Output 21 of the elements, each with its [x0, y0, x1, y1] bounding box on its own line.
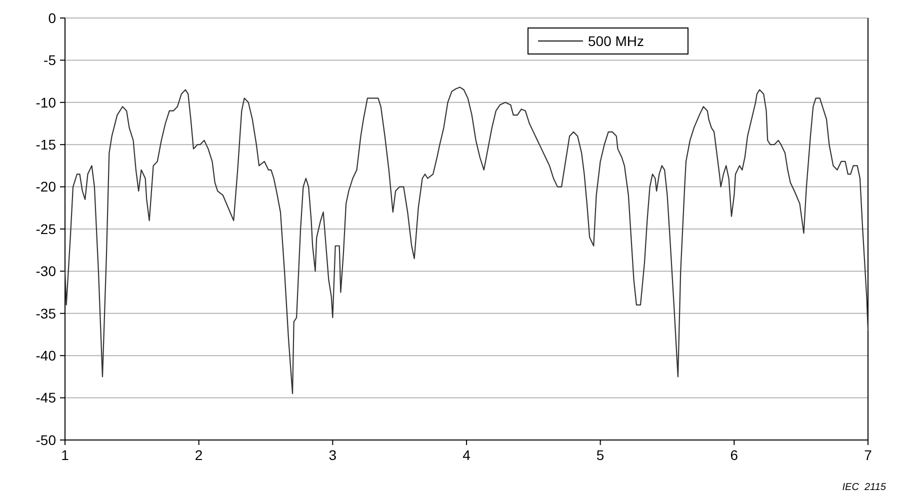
x-tick-label: 4 [462, 447, 471, 463]
y-tick-label: -50 [36, 432, 56, 448]
x-tick-label: 5 [596, 447, 604, 463]
x-tick-label: 6 [730, 447, 738, 463]
x-tick-label: 2 [194, 447, 203, 463]
y-tick-label: -25 [36, 220, 56, 237]
y-tick-label: -40 [36, 348, 56, 364]
x-tick-label: 1 [61, 447, 70, 463]
y-tick-label: -10 [36, 94, 56, 110]
legend-label: 500 MHz [588, 32, 644, 49]
text: IEC 2115 [842, 482, 886, 493]
x-tick-label: 7 [864, 447, 872, 463]
y-tick-label: 0 [48, 10, 56, 26]
y-tick-label: -5 [44, 52, 56, 68]
line-series [64, 86, 869, 394]
y-tick-label: -45 [36, 390, 56, 406]
y-tick-label: -15 [36, 136, 56, 152]
y-tick-label: -35 [36, 305, 56, 322]
y-tick-label: -30 [36, 263, 56, 280]
y-tick-label: -20 [36, 178, 56, 195]
x-tick-label: 3 [328, 447, 337, 463]
